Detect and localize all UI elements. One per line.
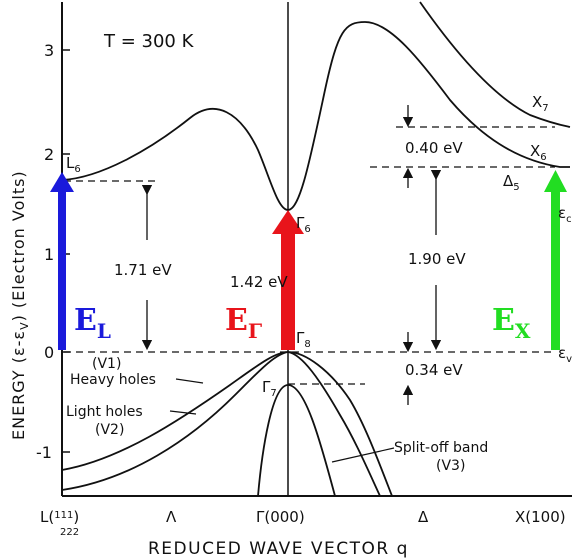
split-off-band-label: Split-off band — [394, 440, 488, 456]
split-X-label: 0.40 eV — [405, 139, 463, 157]
y-axis-label: ENERGY (ε-εV) (Electron Volts) — [9, 170, 31, 440]
y-tick-neg1: -1 — [36, 443, 52, 462]
Gamma8-label: Γ8 — [296, 329, 311, 350]
x-tick-Lambda: Λ — [166, 508, 177, 526]
y-tick-0: 0 — [44, 343, 54, 362]
arrow-EX — [544, 170, 567, 350]
y-tick-3: 3 — [44, 41, 54, 60]
Gamma6-label: Γ6 — [296, 214, 311, 235]
V1-label: (V1) — [92, 356, 121, 372]
split-off-band — [257, 384, 336, 497]
X6-label: X6 — [530, 142, 547, 163]
conduction-band-curve — [61, 21, 570, 211]
gap-arrows — [141, 105, 442, 405]
x-axis-label: REDUCED WAVE VECTOR q — [148, 539, 409, 559]
gap-Gamma-label: 1.42 eV — [230, 273, 288, 291]
arrow-EGamma — [272, 210, 304, 350]
split-off-pointer — [331, 447, 395, 463]
y-tick-2: 2 — [44, 145, 54, 164]
heavy-holes-label: Heavy holes — [70, 372, 156, 388]
ec-label: εc — [558, 204, 572, 225]
x-tick-L-denominators: 222 — [60, 527, 79, 538]
Gamma7-label: Γ7 — [262, 378, 277, 399]
heavy-holes-pointer — [175, 378, 204, 384]
dashed-lines — [64, 126, 555, 385]
plot-frame — [61, 2, 572, 497]
V3-label: (V3) — [436, 458, 465, 474]
light-hole-band — [61, 351, 381, 497]
split-off-label: 0.34 eV — [405, 361, 463, 379]
arrow-EL — [50, 172, 74, 350]
L6-label: L6 — [66, 154, 81, 175]
gap-X-label: 1.90 eV — [408, 250, 466, 268]
temperature-label: T = 300 K — [103, 31, 195, 52]
Delta5-label: Δ5 — [503, 172, 520, 193]
X7-label: X7 — [532, 93, 549, 114]
x7-band-curve — [419, 1, 571, 128]
EX-label: EX — [492, 303, 531, 343]
EGamma-label: EΓ — [225, 303, 262, 343]
ev-label: εv — [558, 344, 572, 365]
V2-label: (V2) — [95, 422, 124, 438]
x-tick-Gamma: Γ(000) — [256, 508, 305, 526]
light-holes-pointer — [169, 410, 197, 415]
light-holes-label: Light holes — [66, 404, 143, 420]
EL-label: EL — [74, 303, 111, 343]
x-tick-L: L(111) — [40, 508, 79, 526]
y-tick-1: 1 — [44, 245, 54, 264]
x-tick-Delta: Δ — [418, 508, 429, 526]
x-tick-X: X(100) — [515, 508, 566, 526]
gap-L-label: 1.71 eV — [114, 261, 172, 279]
